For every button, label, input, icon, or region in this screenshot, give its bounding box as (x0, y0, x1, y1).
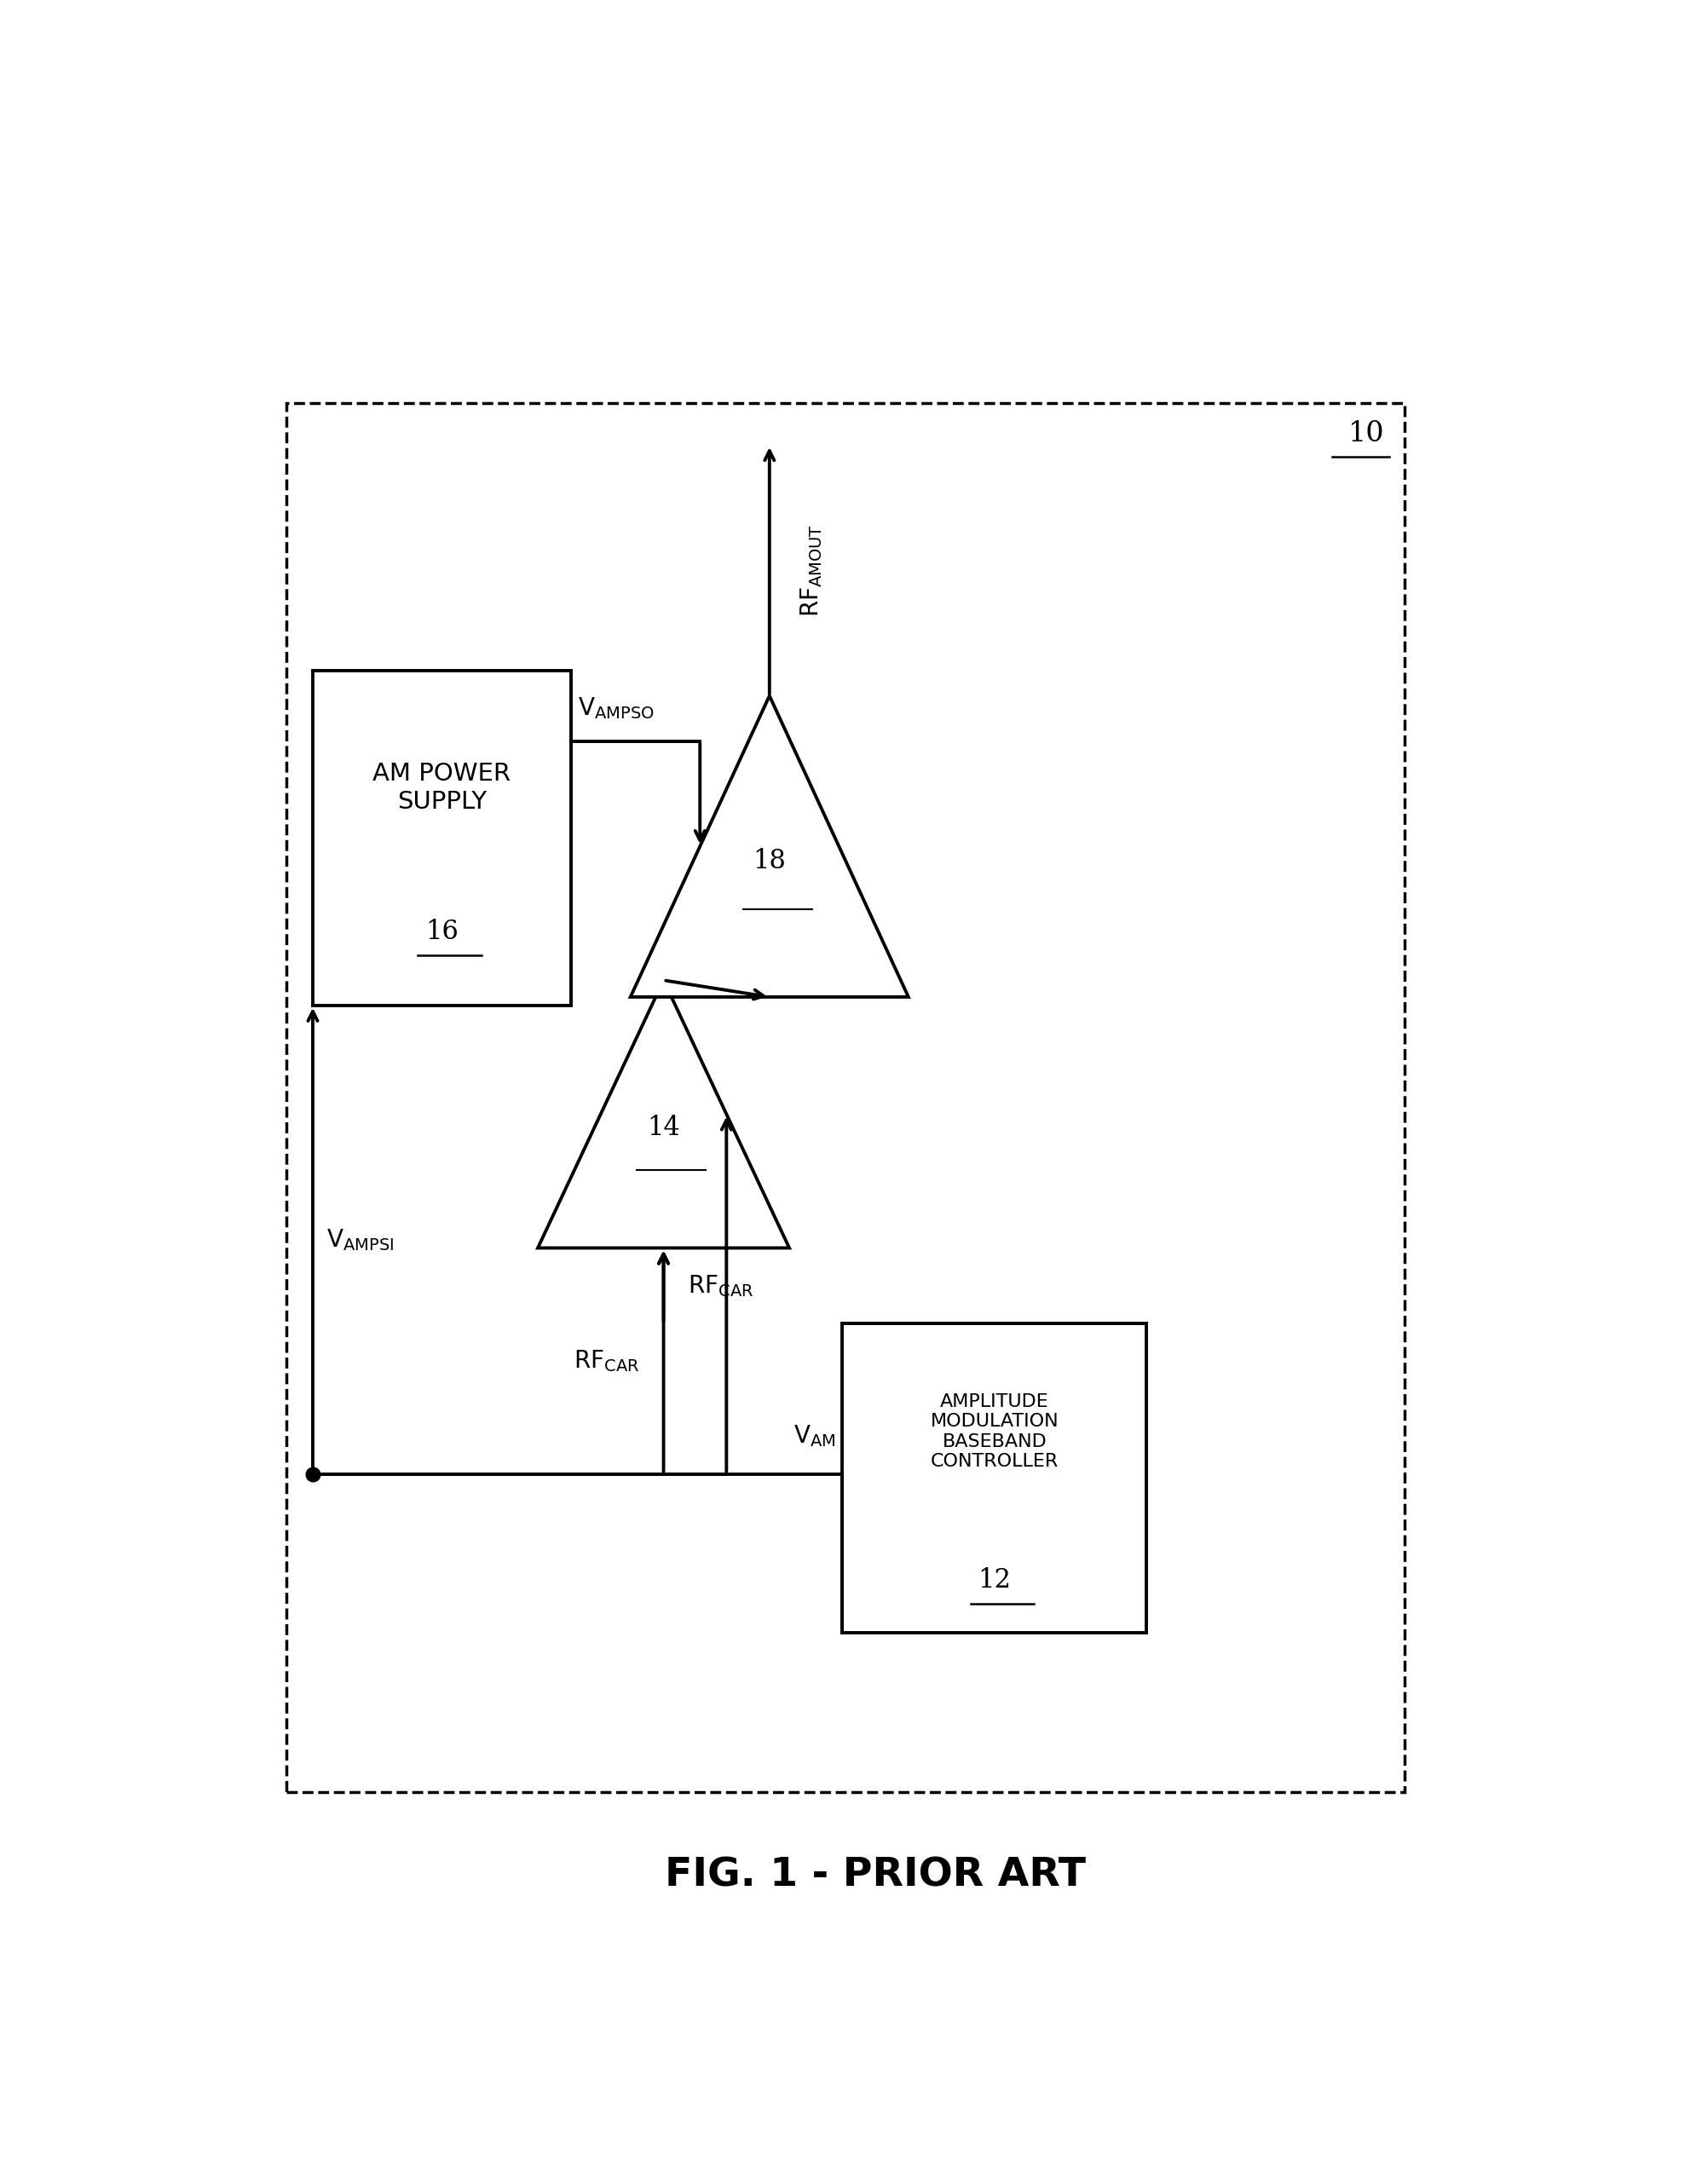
Text: RF$_{\mathregular{AMOUT}}$: RF$_{\mathregular{AMOUT}}$ (799, 524, 823, 617)
FancyBboxPatch shape (313, 671, 570, 1006)
FancyBboxPatch shape (842, 1323, 1146, 1632)
Text: AM POWER
SUPPLY: AM POWER SUPPLY (372, 763, 511, 813)
Text: V$_{\mathregular{AM}}$: V$_{\mathregular{AM}}$ (794, 1423, 835, 1449)
Text: V$_{\mathregular{AMPSO}}$: V$_{\mathregular{AMPSO}}$ (577, 695, 654, 721)
Text: 16: 16 (425, 919, 458, 945)
Text: FIG. 1 - PRIOR ART: FIG. 1 - PRIOR ART (664, 1856, 1086, 1895)
Polygon shape (538, 980, 789, 1247)
Text: 18: 18 (753, 847, 786, 876)
Text: RF$_{\mathregular{CAR}}$: RF$_{\mathregular{CAR}}$ (687, 1273, 753, 1297)
Text: RF$_{\mathregular{AM}}$: RF$_{\mathregular{AM}}$ (687, 976, 743, 1002)
Text: RF$_{\mathregular{CAR}}$: RF$_{\mathregular{CAR}}$ (574, 1347, 640, 1373)
Text: V$_{\mathregular{AMPSI}}$: V$_{\mathregular{AMPSI}}$ (326, 1228, 393, 1252)
Text: 10: 10 (1349, 419, 1385, 448)
Text: 12: 12 (979, 1567, 1011, 1593)
Polygon shape (630, 695, 909, 997)
Text: AMPLITUDE
MODULATION
BASEBAND
CONTROLLER: AMPLITUDE MODULATION BASEBAND CONTROLLER (931, 1393, 1059, 1469)
Text: 14: 14 (647, 1115, 680, 1141)
